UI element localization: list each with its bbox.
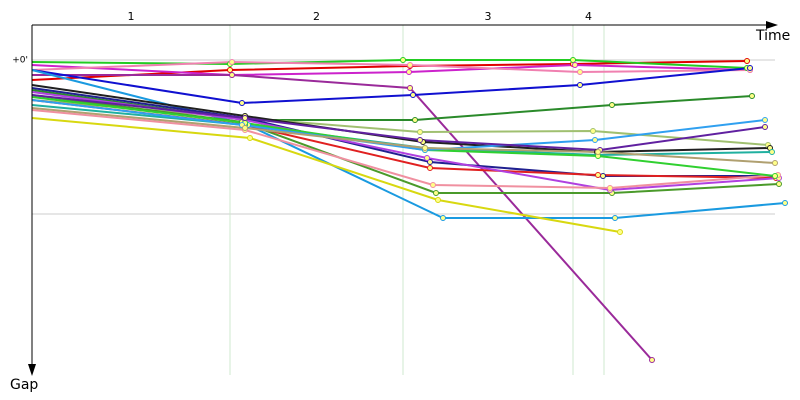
sector-label: 3 [485, 10, 492, 23]
point-marker [435, 197, 441, 203]
point-marker [407, 85, 413, 91]
point-marker [572, 62, 578, 68]
point-marker [747, 65, 753, 71]
point-marker [769, 149, 775, 155]
point-marker [427, 165, 433, 171]
x-axis-label: Time [755, 28, 790, 44]
point-marker [242, 125, 248, 131]
gap-axis-arrow [28, 364, 36, 376]
sector-label: 1 [128, 10, 135, 23]
series-line [32, 74, 653, 361]
point-marker [242, 115, 248, 121]
point-marker [600, 173, 606, 179]
point-marker [609, 102, 615, 108]
point-marker [782, 200, 788, 206]
point-marker [617, 229, 623, 235]
point-marker [744, 58, 750, 64]
point-marker [590, 128, 596, 134]
point-marker [229, 59, 235, 65]
point-marker [649, 357, 655, 363]
point-marker [762, 117, 768, 123]
series-line [31, 117, 621, 233]
point-marker [407, 62, 413, 68]
point-marker [410, 92, 416, 98]
point-marker [424, 155, 430, 161]
time-axis-arrow [766, 21, 778, 29]
point-marker [412, 117, 418, 123]
sector-label: 2 [313, 10, 320, 23]
point-marker [417, 137, 423, 143]
point-marker [400, 57, 406, 63]
point-marker [762, 124, 768, 130]
point-marker [422, 145, 428, 151]
point-marker [440, 215, 446, 221]
point-marker [229, 72, 235, 78]
point-marker [227, 67, 233, 73]
point-marker [406, 69, 412, 75]
series-line [31, 69, 786, 219]
point-marker [612, 215, 618, 221]
point-marker [433, 190, 439, 196]
point-marker [239, 100, 245, 106]
point-marker [776, 181, 782, 187]
point-marker [577, 69, 583, 75]
point-marker [417, 129, 423, 135]
point-marker [595, 172, 601, 178]
y-axis-label: Gap [10, 377, 38, 393]
point-marker [595, 149, 601, 155]
point-marker [749, 93, 755, 99]
point-marker [427, 159, 433, 165]
y-tick-label: +0' [12, 56, 28, 66]
point-marker [772, 160, 778, 166]
point-marker [570, 57, 576, 63]
point-marker [577, 82, 583, 88]
point-marker [247, 135, 253, 141]
point-marker [772, 173, 778, 179]
sector-label: 4 [585, 10, 592, 23]
point-marker [592, 137, 598, 143]
point-marker [430, 182, 436, 188]
point-marker [607, 185, 613, 191]
